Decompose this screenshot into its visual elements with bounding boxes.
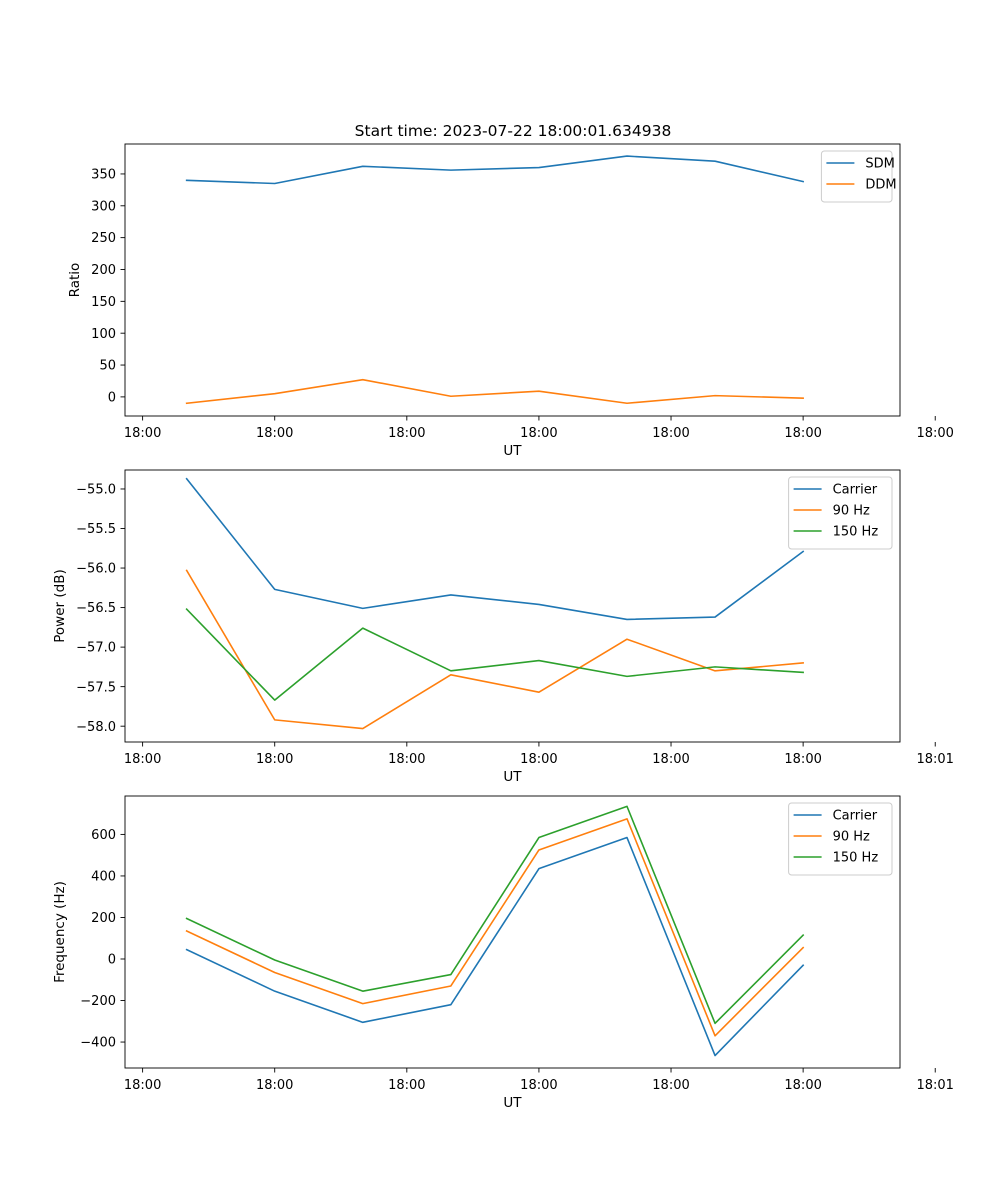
power-series-line-carrier — [185, 477, 805, 621]
frequency-y-tick-label: 600 — [91, 828, 116, 843]
frequency-x-tick-label: 18:01 — [916, 1078, 953, 1093]
frequency-x-axis-label: UT — [503, 1095, 522, 1111]
ratio-legend-label-ddm: DDM — [865, 178, 896, 193]
ratio-series-line-ddm — [185, 378, 804, 405]
frequency-series-line-90-hz — [185, 818, 805, 1037]
frequency-x-tick-label: 18:00 — [388, 1078, 425, 1093]
ratio-x-tick-label: 18:00 — [256, 426, 293, 441]
power-series-line-90-hz — [185, 569, 804, 730]
ratio-y-tick-label: 250 — [91, 231, 116, 246]
power-x-axis-label: UT — [503, 769, 522, 785]
power-y-tick-label: −57.5 — [76, 680, 116, 695]
power-legend: Carrier 90 Hz 150 Hz — [788, 476, 893, 550]
ratio-y-tick-label: 50 — [99, 359, 116, 374]
frequency-x-tick-label: 18:00 — [124, 1078, 161, 1093]
frequency-legend-label-90-hz: 90 Hz — [833, 830, 870, 845]
chart-ratio: 18:00 18:00 18:00 18:00 18:00 18:00 18:00 0 50 10… — [67, 143, 954, 459]
ratio-x-tick-label: 18:00 — [520, 426, 557, 441]
frequency-y-tick-label: 0 — [108, 953, 116, 968]
ratio-y-tick-label: 350 — [91, 168, 116, 183]
frequency-y-axis-label: Frequency (Hz) — [52, 881, 68, 983]
frequency-y-tick-label: 200 — [91, 911, 116, 926]
ratio-series-line-sdm — [185, 155, 805, 185]
frequency-series-line-150-hz — [185, 805, 805, 1025]
power-x-tick-label: 18:00 — [784, 752, 821, 767]
power-y-tick-label: −56.0 — [76, 562, 116, 577]
chart-frequency: 18:00 18:00 18:00 18:00 18:00 18:00 18:01 −400 −… — [52, 795, 954, 1111]
chart-power: 18:00 18:00 18:00 18:00 18:00 18:00 18:01 −58.0… — [52, 469, 954, 785]
frequency-x-tick-label: 18:00 — [652, 1078, 689, 1093]
power-y-tick-label: −57.0 — [76, 641, 116, 656]
frequency-y-tick-label: −200 — [80, 994, 116, 1009]
frequency-x-tick-label: 18:00 — [784, 1078, 821, 1093]
ratio-x-tick-label: 18:00 — [124, 426, 161, 441]
power-series-group — [185, 477, 805, 730]
power-x-tick-label: 18:00 — [520, 752, 557, 767]
ratio-y-tick-label: 0 — [108, 390, 116, 405]
frequency-series-line-carrier — [185, 836, 805, 1057]
frequency-legend: Carrier 90 Hz 150 Hz — [788, 802, 893, 876]
ratio-x-tick-label: 18:00 — [916, 426, 953, 441]
power-y-axis-label: Power (dB) — [52, 569, 68, 642]
power-x-tick-label: 18:00 — [256, 752, 293, 767]
power-legend-label-90-hz: 90 Hz — [833, 504, 870, 519]
ratio-legend: SDM DDM — [820, 150, 897, 203]
ratio-axes-frame — [124, 143, 901, 417]
power-x-tick-label: 18:00 — [388, 752, 425, 767]
frequency-series-group — [185, 805, 805, 1057]
power-y-tick-label: −56.5 — [76, 601, 116, 616]
ratio-legend-label-sdm: SDM — [865, 157, 894, 172]
frequency-x-tick-label: 18:00 — [256, 1078, 293, 1093]
power-series-line-150-hz — [185, 608, 804, 701]
power-y-tick-label: −55.5 — [76, 522, 116, 537]
ratio-y-tick-label: 200 — [91, 263, 116, 278]
frequency-axes-frame — [124, 795, 901, 1069]
frequency-legend-label-carrier: Carrier — [833, 809, 878, 824]
power-legend-label-carrier: Carrier — [833, 483, 878, 498]
ratio-y-tick-label: 100 — [91, 327, 116, 342]
frequency-y-tick-label: 400 — [91, 870, 116, 885]
ratio-x-axis-label: UT — [503, 443, 522, 459]
frequency-legend-label-150-hz: 150 Hz — [833, 851, 879, 866]
ratio-x-tick-label: 18:00 — [652, 426, 689, 441]
frequency-x-tick-label: 18:00 — [520, 1078, 557, 1093]
power-x-tick-label: 18:01 — [916, 752, 953, 767]
ratio-x-tick-label: 18:00 — [784, 426, 821, 441]
ratio-x-tick-label: 18:00 — [388, 426, 425, 441]
figure-title: Start time: 2023-07-22 18:00:01.634938 — [355, 122, 672, 140]
frequency-y-tick-label: −400 — [80, 1036, 116, 1051]
power-axes-frame — [124, 469, 901, 743]
ratio-y-axis-label: Ratio — [67, 263, 83, 298]
ratio-y-tick-label: 300 — [91, 199, 116, 214]
power-legend-label-150-hz: 150 Hz — [833, 525, 879, 540]
power-y-tick-label: −58.0 — [76, 720, 116, 735]
ratio-series-group — [185, 155, 805, 405]
power-x-tick-label: 18:00 — [652, 752, 689, 767]
power-y-tick-label: −55.0 — [76, 483, 116, 498]
ratio-y-tick-label: 150 — [91, 295, 116, 310]
power-x-tick-label: 18:00 — [124, 752, 161, 767]
